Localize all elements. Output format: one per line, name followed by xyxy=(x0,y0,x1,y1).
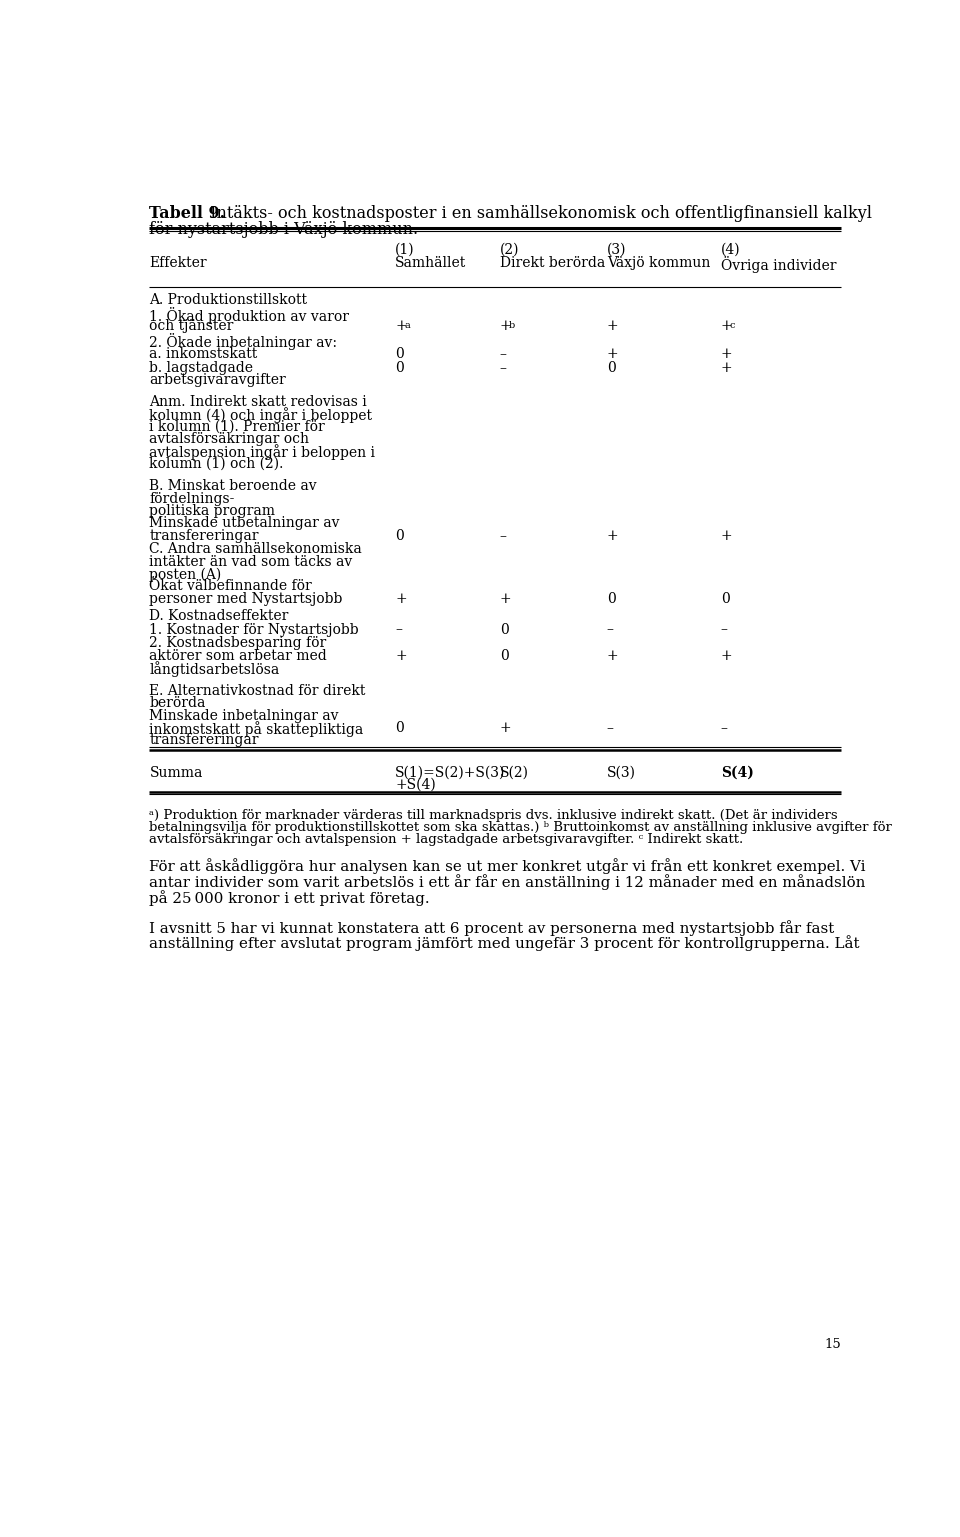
Text: +: + xyxy=(396,592,407,606)
Text: antar individer som varit arbetslös i ett år får en anställning i 12 månader med: antar individer som varit arbetslös i et… xyxy=(150,875,866,890)
Text: –: – xyxy=(500,347,507,361)
Text: intäkter än vad som täcks av: intäkter än vad som täcks av xyxy=(150,555,352,569)
Text: +: + xyxy=(500,721,512,735)
Text: 0: 0 xyxy=(607,361,615,375)
Text: 0: 0 xyxy=(396,721,404,735)
Text: kolumn (1) och (2).: kolumn (1) och (2). xyxy=(150,456,284,470)
Text: +: + xyxy=(396,649,407,662)
Text: Anm. Indirekt skatt redovisas i: Anm. Indirekt skatt redovisas i xyxy=(150,395,367,409)
Text: 0: 0 xyxy=(500,622,509,636)
Text: S(3): S(3) xyxy=(607,765,636,779)
Text: 0: 0 xyxy=(396,347,404,361)
Text: D. Kostnadseffekter: D. Kostnadseffekter xyxy=(150,609,289,622)
Text: Övriga individer: Övriga individer xyxy=(721,257,836,274)
Text: och tjänster: och tjänster xyxy=(150,320,234,334)
Text: långtidsarbetslösa: långtidsarbetslösa xyxy=(150,661,279,676)
Text: I avsnitt 5 har vi kunnat konstatera att 6 procent av personerna med nystartsjob: I avsnitt 5 har vi kunnat konstatera att… xyxy=(150,919,834,936)
Text: b: b xyxy=(509,321,516,330)
Text: (2): (2) xyxy=(500,243,519,257)
Text: (1): (1) xyxy=(396,243,415,257)
Text: avtalspension ingår i beloppen i: avtalspension ingår i beloppen i xyxy=(150,444,375,460)
Text: på 25 000 kronor i ett privat företag.: på 25 000 kronor i ett privat företag. xyxy=(150,890,430,905)
Text: –: – xyxy=(396,622,402,636)
Text: 0: 0 xyxy=(396,529,404,543)
Text: +S(4): +S(4) xyxy=(396,778,436,792)
Text: +: + xyxy=(500,320,512,334)
Text: Direkt berörda: Direkt berörda xyxy=(500,257,605,271)
Text: anställning efter avslutat program jämfört med ungefär 3 procent för kontrollgru: anställning efter avslutat program jämfö… xyxy=(150,936,860,951)
Text: –: – xyxy=(721,721,728,735)
Text: 1. Ökad produktion av varor: 1. Ökad produktion av varor xyxy=(150,307,349,324)
Text: +: + xyxy=(607,529,618,543)
Text: +: + xyxy=(500,592,512,606)
Text: För att åskådliggöra hur analysen kan se ut mer konkret utgår vi från ett konkre: För att åskådliggöra hur analysen kan se… xyxy=(150,859,866,875)
Text: +: + xyxy=(721,529,732,543)
Text: –: – xyxy=(721,622,728,636)
Text: c: c xyxy=(730,321,735,330)
Text: Ökat välbefinnande för: Ökat välbefinnande för xyxy=(150,579,312,593)
Text: avtalsförsäkringar och avtalspension + lagstadgade arbetsgivaravgifter. ᶜ Indire: avtalsförsäkringar och avtalspension + l… xyxy=(150,833,744,845)
Text: B. Minskat beroende av: B. Minskat beroende av xyxy=(150,480,317,493)
Text: aktörer som arbetar med: aktörer som arbetar med xyxy=(150,649,327,662)
Text: E. Alternativkostnad för direkt: E. Alternativkostnad för direkt xyxy=(150,684,366,698)
Text: +: + xyxy=(721,361,732,375)
Text: A. Produktionstillskott: A. Produktionstillskott xyxy=(150,294,307,307)
Text: –: – xyxy=(607,721,613,735)
Text: posten (A): posten (A) xyxy=(150,567,222,581)
Text: b. lagstadgade: b. lagstadgade xyxy=(150,361,253,375)
Text: arbetsgivaravgifter: arbetsgivaravgifter xyxy=(150,373,286,387)
Text: +: + xyxy=(396,320,407,334)
Text: –: – xyxy=(500,361,507,375)
Text: avtalsförsäkringar och: avtalsförsäkringar och xyxy=(150,432,309,446)
Text: 2. Ökade inbetalningar av:: 2. Ökade inbetalningar av: xyxy=(150,334,338,350)
Text: personer med Nystartsjobb: personer med Nystartsjobb xyxy=(150,592,343,606)
Text: 0: 0 xyxy=(607,592,615,606)
Text: Tabell 9.: Tabell 9. xyxy=(150,206,226,223)
Text: 0: 0 xyxy=(721,592,730,606)
Text: Växjö kommun: Växjö kommun xyxy=(607,257,710,271)
Text: –: – xyxy=(607,622,613,636)
Text: 0: 0 xyxy=(396,361,404,375)
Text: Minskade inbetalningar av: Minskade inbetalningar av xyxy=(150,709,339,722)
Text: transfereringar: transfereringar xyxy=(150,733,259,747)
Text: +: + xyxy=(721,649,732,662)
Text: +: + xyxy=(721,347,732,361)
Text: Samhället: Samhället xyxy=(396,257,467,271)
Text: Summa: Summa xyxy=(150,765,203,779)
Text: +: + xyxy=(607,347,618,361)
Text: a: a xyxy=(404,321,410,330)
Text: Minskade utbetalningar av: Minskade utbetalningar av xyxy=(150,516,340,530)
Text: S(1)=S(2)+S(3): S(1)=S(2)+S(3) xyxy=(396,765,506,779)
Text: berörda: berörda xyxy=(150,696,205,710)
Text: +: + xyxy=(607,320,618,334)
Text: betalningsvilja för produktionstillskottet som ska skattas.) ᵇ Bruttoinkomst av : betalningsvilja för produktionstillskott… xyxy=(150,821,893,835)
Text: (3): (3) xyxy=(607,243,626,257)
Text: politiska program: politiska program xyxy=(150,504,276,518)
Text: C. Andra samhällsekonomiska: C. Andra samhällsekonomiska xyxy=(150,543,362,556)
Text: transfereringar: transfereringar xyxy=(150,529,259,543)
Text: S(4): S(4) xyxy=(721,765,754,779)
Text: +: + xyxy=(721,320,732,334)
Text: –: – xyxy=(500,529,507,543)
Text: kolumn (4) och ingår i beloppet: kolumn (4) och ingår i beloppet xyxy=(150,407,372,423)
Text: Intäkts- och kostnadsposter i en samhällsekonomisk och offentligfinansiell kalky: Intäkts- och kostnadsposter i en samhäll… xyxy=(205,206,873,223)
Text: fördelnings-: fördelnings- xyxy=(150,492,235,506)
Text: 0: 0 xyxy=(500,649,509,662)
Text: +: + xyxy=(607,649,618,662)
Text: ᵃ) Produktion för marknader värderas till marknadspris dvs. inklusive indirekt s: ᵃ) Produktion för marknader värderas til… xyxy=(150,808,838,822)
Text: (4): (4) xyxy=(721,243,740,257)
Text: 1. Kostnader för Nystartsjobb: 1. Kostnader för Nystartsjobb xyxy=(150,622,359,636)
Text: S(2): S(2) xyxy=(500,765,529,779)
Text: för nystartsjobb i Växjö kommun.: för nystartsjobb i Växjö kommun. xyxy=(150,221,419,238)
Text: 15: 15 xyxy=(824,1339,841,1351)
Text: Effekter: Effekter xyxy=(150,257,207,271)
Text: inkomstskatt på skattepliktiga: inkomstskatt på skattepliktiga xyxy=(150,721,364,738)
Text: i kolumn (1). Premier för: i kolumn (1). Premier för xyxy=(150,420,325,433)
Text: 2. Kostnadsbesparing för: 2. Kostnadsbesparing för xyxy=(150,636,326,650)
Text: a. inkomstskatt: a. inkomstskatt xyxy=(150,347,257,361)
